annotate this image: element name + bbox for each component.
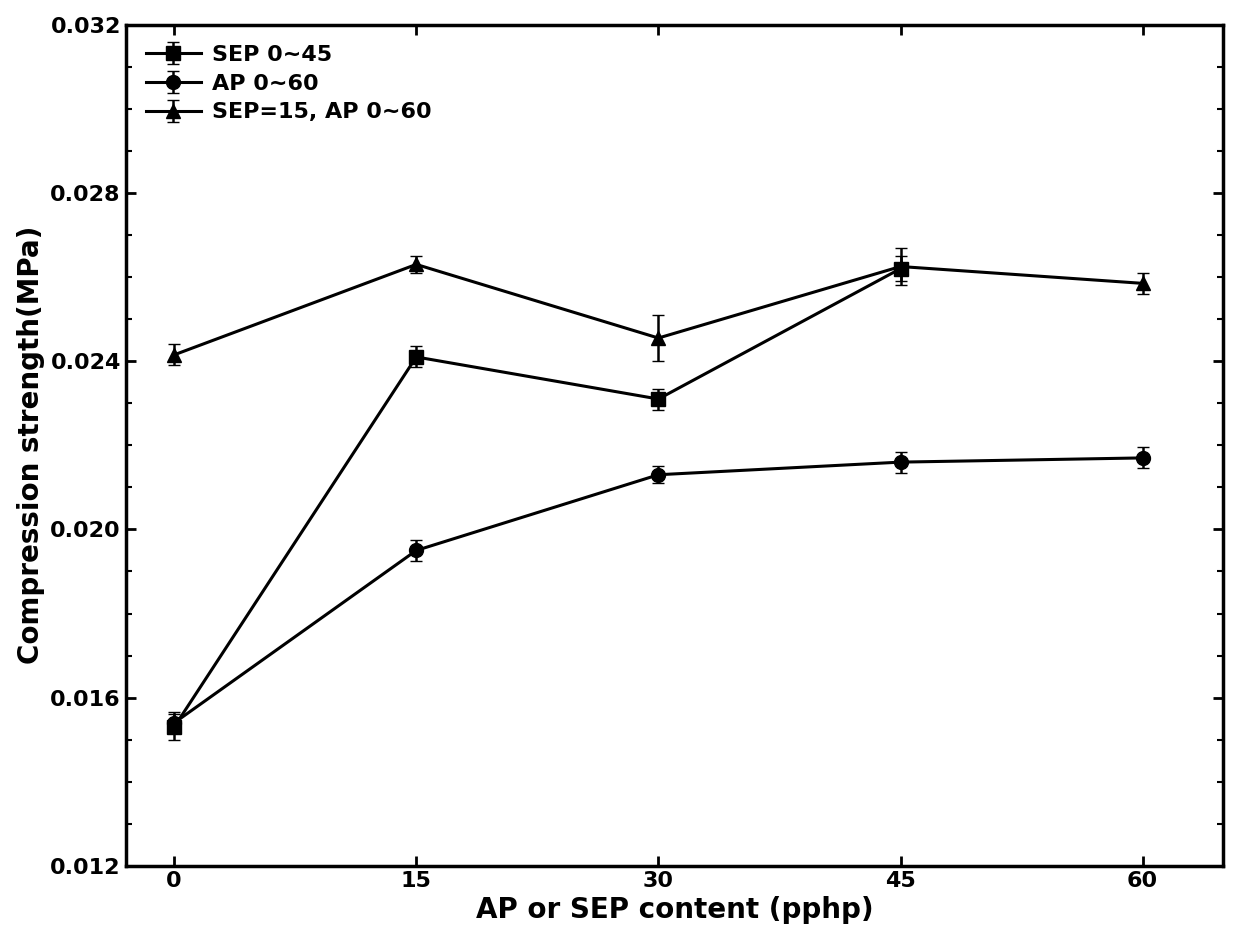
Legend: SEP 0~45, AP 0~60, SEP=15, AP 0~60: SEP 0~45, AP 0~60, SEP=15, AP 0~60 — [136, 36, 441, 132]
X-axis label: AP or SEP content (pphp): AP or SEP content (pphp) — [476, 897, 873, 924]
Y-axis label: Compression strength(MPa): Compression strength(MPa) — [16, 226, 45, 664]
